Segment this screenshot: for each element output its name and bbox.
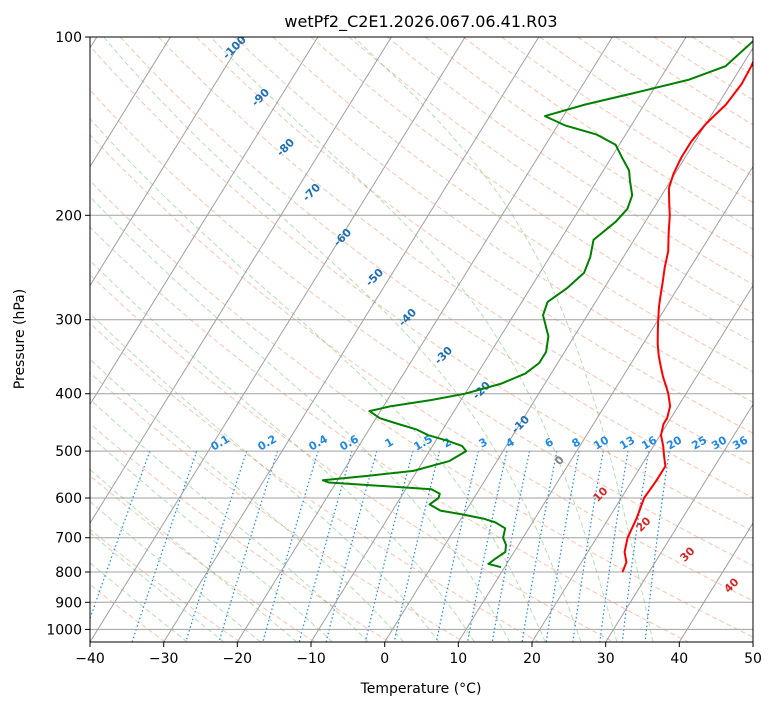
series-lines [321, 39, 753, 573]
mixing-ratio-line [644, 451, 670, 642]
grid-lines [90, 37, 753, 642]
mixing-ratio-line [599, 450, 629, 642]
y-tick-label: 300 [55, 313, 82, 329]
dry-adiabat [90, 134, 753, 602]
y-tick-label: 400 [55, 387, 82, 403]
dry-adiabat [119, 37, 753, 499]
moist-adiabat [90, 196, 511, 642]
x-axis-title: Temperature (°C) [360, 681, 482, 697]
moist-adiabat [90, 500, 261, 642]
dewpoint-profile [321, 39, 753, 569]
mixing-ratio-line [466, 450, 508, 642]
isotherm [384, 47, 753, 642]
mixing-ratio-line [262, 450, 319, 642]
y-axis: 100 200 300 400 500 600 700 800 900 1000 [46, 30, 90, 638]
x-tick-label: 40 [670, 651, 688, 667]
dry-adiabat [348, 37, 753, 314]
dry-adiabat [90, 89, 753, 567]
mixing-ratio-line [218, 450, 279, 642]
y-axis-title: Pressure (hPa) [12, 289, 28, 389]
y-tick-label: 600 [55, 491, 82, 507]
isotherm [163, 37, 540, 642]
x-tick-label: −30 [149, 651, 179, 667]
plot-frame [89, 36, 754, 643]
mixing-ratio-line [131, 450, 198, 642]
isotherm [605, 403, 753, 642]
isotherm [90, 37, 392, 525]
x-tick-label: 50 [744, 651, 762, 667]
dry-adiabat [158, 37, 753, 466]
x-tick-label: 0 [380, 651, 389, 667]
isotherm [457, 165, 753, 642]
isotherm [531, 284, 753, 642]
moist-adiabat [90, 358, 405, 642]
isotherm [90, 37, 319, 406]
isotherm [90, 37, 245, 287]
dry-adiabat [310, 37, 753, 343]
x-tick-label: −10 [296, 651, 326, 667]
dry-adiabat [90, 475, 315, 642]
moist-adiabat [90, 398, 369, 642]
dry-adiabat [90, 226, 689, 642]
y-tick-label: 700 [55, 531, 82, 547]
moist-adiabat [90, 531, 225, 642]
moist-adiabat [90, 435, 333, 642]
isotherm [90, 37, 466, 642]
moist-adiabat [90, 562, 188, 642]
x-axis: −40 −30 −20 −10 0 10 20 30 40 50 [75, 642, 762, 667]
mixing-ratio-line [491, 450, 531, 642]
moist-adiabat [353, 37, 654, 642]
y-tick-label: 100 [55, 30, 82, 46]
y-tick-label: 900 [55, 595, 82, 611]
isotherm [310, 37, 687, 642]
mixing-ratio-line [435, 450, 479, 642]
dry-adiabat [90, 45, 753, 532]
isotherm [236, 37, 613, 642]
moist-adiabat [103, 37, 582, 642]
dry-adiabat [90, 322, 540, 642]
y-tick-label: 500 [55, 444, 82, 460]
isotherm [90, 37, 171, 168]
temperature-profile [621, 59, 753, 573]
dry-adiabat [90, 274, 614, 642]
dry-adiabat [386, 37, 753, 286]
dry-adiabat [196, 37, 753, 434]
mixing-ratio-line [621, 451, 650, 642]
mixing-ratio-line [545, 450, 580, 642]
dry-adiabat [90, 528, 241, 642]
mixing-ratio-line [325, 450, 378, 642]
isotherm [678, 522, 753, 642]
dry-adiabat [90, 372, 465, 642]
x-tick-label: 10 [449, 651, 467, 667]
x-tick-label: −20 [223, 651, 253, 667]
x-tick-label: 30 [597, 651, 615, 667]
x-tick-label: 20 [523, 651, 541, 667]
chart-title: wetPf2_C2E1.2026.067.06.41.R03 [284, 12, 557, 32]
moist-adiabat [210, 37, 618, 642]
x-tick-label: −40 [75, 651, 105, 667]
y-tick-label: 800 [55, 565, 82, 581]
y-tick-label: 200 [55, 208, 82, 224]
moist-adiabat [90, 312, 440, 642]
dry-adiabat [90, 179, 753, 638]
mixing-ratio-line [364, 450, 414, 642]
moist-adiabat [90, 468, 297, 642]
mixing-ratio-line [298, 450, 353, 642]
dry-adiabat [90, 422, 390, 642]
mixing-ratio-line [521, 450, 558, 642]
y-tick-label: 1000 [46, 622, 82, 638]
moist-adiabat [90, 118, 546, 642]
